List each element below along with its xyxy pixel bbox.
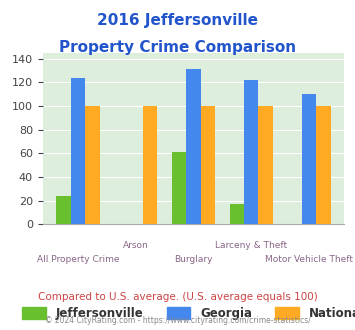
Bar <box>258 106 273 224</box>
Text: Arson: Arson <box>123 241 149 250</box>
Text: 2016 Jeffersonville: 2016 Jeffersonville <box>97 13 258 28</box>
Text: Larceny & Theft: Larceny & Theft <box>215 241 287 250</box>
Bar <box>186 69 201 224</box>
Bar <box>56 196 71 224</box>
Text: Motor Vehicle Theft: Motor Vehicle Theft <box>265 255 353 264</box>
Text: Property Crime Comparison: Property Crime Comparison <box>59 40 296 54</box>
Bar <box>201 106 215 224</box>
Text: Compared to U.S. average. (U.S. average equals 100): Compared to U.S. average. (U.S. average … <box>38 292 317 302</box>
Text: Burglary: Burglary <box>174 255 213 264</box>
Bar <box>316 106 331 224</box>
Text: All Property Crime: All Property Crime <box>37 255 119 264</box>
Text: © 2024 CityRating.com - https://www.cityrating.com/crime-statistics/: © 2024 CityRating.com - https://www.city… <box>45 316 310 325</box>
Legend: Jeffersonville, Georgia, National: Jeffersonville, Georgia, National <box>18 302 355 325</box>
Bar <box>230 204 244 224</box>
Bar <box>85 106 100 224</box>
Bar <box>244 80 258 224</box>
Bar <box>172 152 186 224</box>
Bar <box>71 78 85 224</box>
Bar <box>302 94 316 224</box>
Bar <box>143 106 157 224</box>
